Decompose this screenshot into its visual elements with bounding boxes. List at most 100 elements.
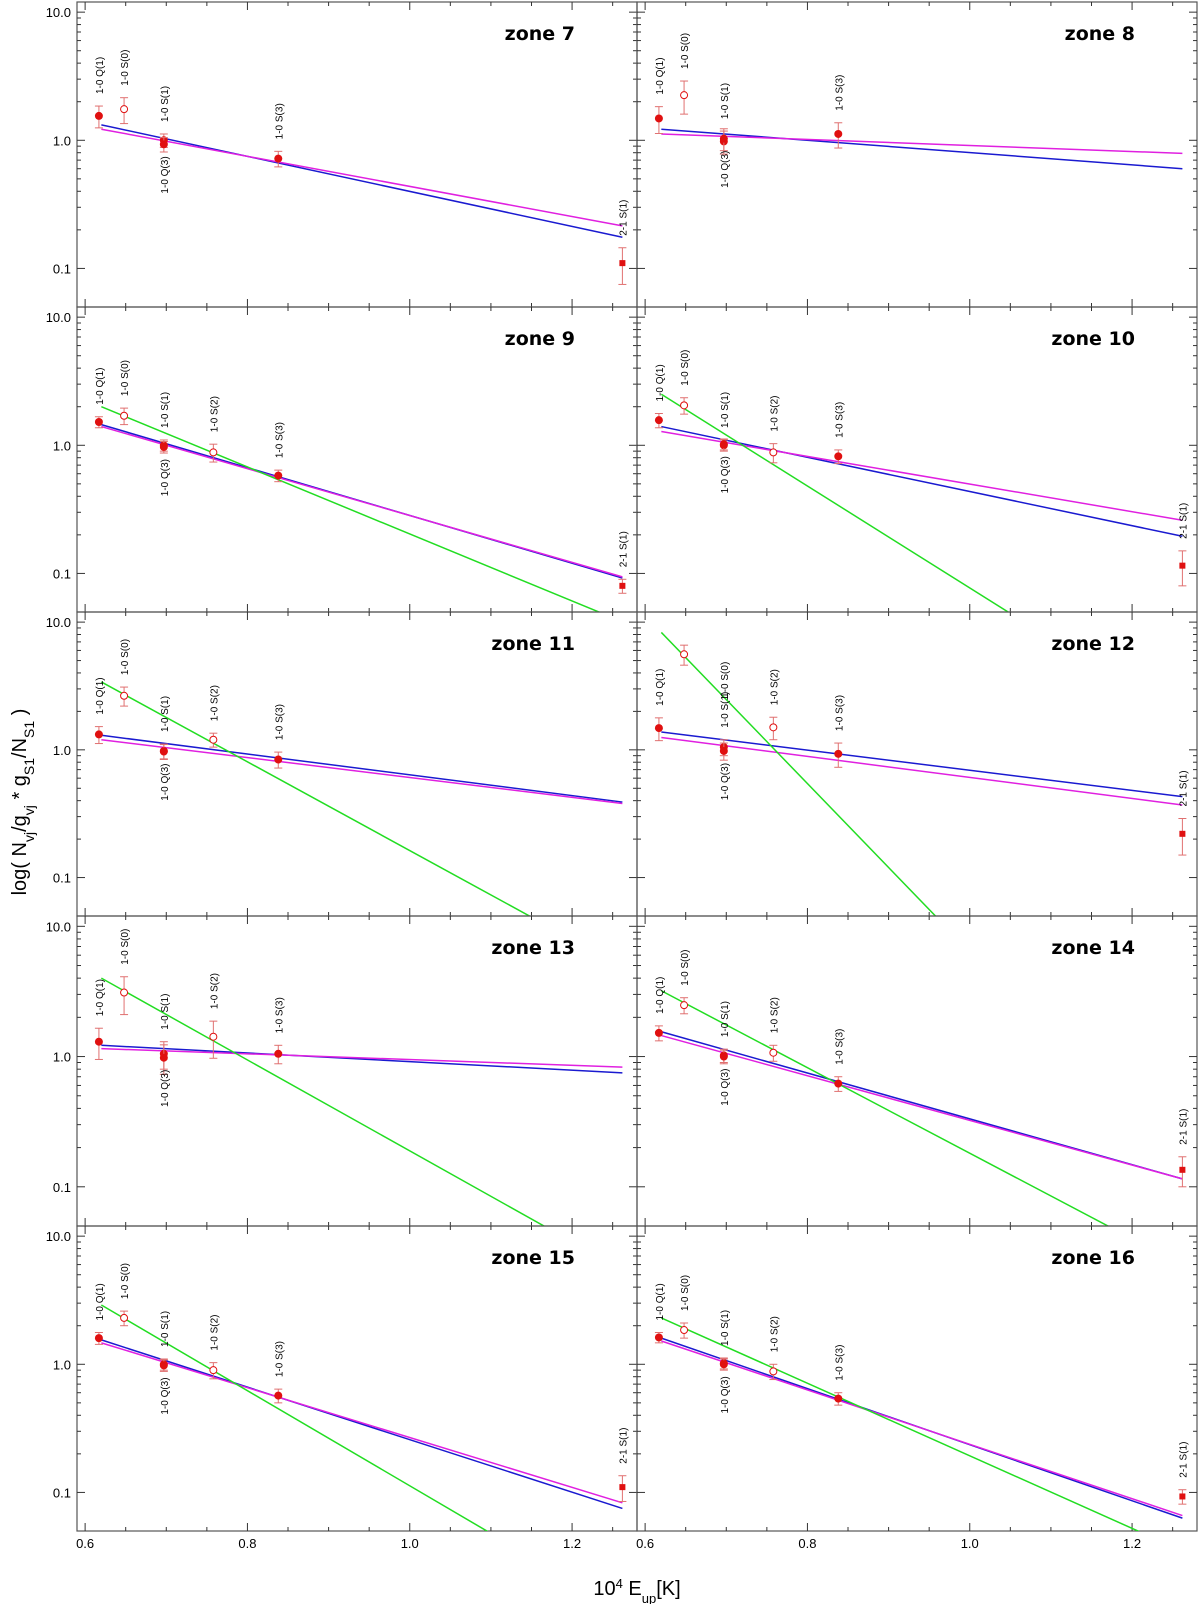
data-point-square (619, 260, 626, 267)
line-label: 1-0 S(3) (274, 422, 285, 458)
line-label: 1-0 Q(1) (655, 57, 666, 94)
panel-zone-15: 10.0 1.0 0.1 0.6 0.8 1.0 1.2 zone 15 1-0 Q(1) 1-0… (46, 1225, 638, 1551)
line-label: 1-0 S(2) (769, 1316, 780, 1352)
y-tick-label: 0.1 (53, 1180, 71, 1195)
data-point-filled (94, 1334, 103, 1343)
y-tick-label: 1.0 (53, 743, 71, 758)
fit-lines (100, 681, 623, 916)
fit-line-magenta (661, 1340, 1183, 1517)
line-label: 1-0 S(1) (720, 692, 731, 728)
line-label: 1-0 S(3) (834, 1345, 845, 1381)
data-point-filled (654, 1333, 663, 1342)
data-point-square (619, 582, 626, 589)
line-label: 1-0 Q(3) (720, 763, 731, 800)
data-point-filled (94, 730, 103, 739)
data-point-open (680, 91, 689, 100)
panel-frame (636, 1225, 1198, 1532)
data-point-filled (719, 134, 728, 143)
fit-lines (101, 406, 623, 612)
line-label: 1-0 Q(1) (95, 1283, 106, 1320)
data-point-filled (834, 452, 843, 461)
data-point-filled (274, 154, 283, 163)
line-label: 1-0 S(3) (834, 75, 845, 111)
data-point-filled (654, 416, 663, 425)
line-label: 1-0 S(0) (120, 360, 131, 396)
line-label: 1-0 Q(1) (655, 1283, 666, 1320)
data-point-open (209, 735, 218, 744)
data-point-open (769, 448, 778, 457)
x-tick-label: 0.8 (798, 1536, 816, 1551)
data-point-square (1179, 1493, 1186, 1500)
line-label: 1-0 S(3) (834, 402, 845, 438)
panel-zone-9: 10.0 1.0 0.1 zone 9 1-0 Q(1) 1-0 S(0) 1-0 S(1)… (46, 306, 638, 613)
x-tick-label: 1.2 (563, 1536, 581, 1551)
line-label: 1-0 S(3) (834, 1029, 845, 1065)
fit-line-magenta (661, 1034, 1183, 1180)
line-label: 1-0 Q(3) (720, 456, 731, 493)
fit-line-green (100, 1304, 489, 1531)
panel-title: zone 16 (1051, 1247, 1135, 1269)
y-tick-label: 1.0 (53, 438, 71, 453)
x-axis-title: 104 Eup[K] (593, 1576, 680, 1604)
y-tick-label: 10.0 (46, 1229, 71, 1244)
fit-line-magenta (101, 1342, 623, 1504)
y-tick-label: 1.0 (53, 133, 71, 148)
panel-zone-13: 10.0 1.0 0.1 zone 13 1-0 Q(1) 1-0 S(0) 1-0 S(1… (46, 915, 638, 1227)
data-point-open (120, 988, 129, 997)
data-point-open (769, 1367, 778, 1376)
y-tick-label: 0.1 (53, 1485, 71, 1500)
data-point-open (209, 448, 218, 457)
data-point-square (1179, 830, 1186, 837)
panel-zone-14: zone 14 1-0 Q(1) 1-0 S(0) 1-0 S(1) 1-0 Q(3) 1… (636, 915, 1198, 1227)
panel-zone-11: 10.0 1.0 0.1 zone 11 1-0 Q(1) 1-0 S(0) 1-0 S(1… (46, 611, 638, 917)
x-tick-label: 0.6 (636, 1536, 654, 1551)
line-label: 1-0 S(0) (680, 33, 691, 69)
fit-line-blue (661, 731, 1183, 798)
fit-line-blue (101, 734, 623, 803)
line-label: 1-0 S(1) (160, 1311, 171, 1347)
y-tick-label: 10.0 (46, 615, 71, 630)
y-tick-label: 10.0 (46, 310, 71, 325)
panel-title: zone 13 (491, 937, 575, 959)
line-label: 1-0 Q(1) (655, 364, 666, 401)
line-label: 1-0 S(0) (120, 639, 131, 675)
line-label: 1-0 S(3) (274, 997, 285, 1033)
y-tick-label: 10.0 (46, 5, 71, 20)
line-label: 1-0 S(0) (680, 1275, 691, 1311)
panel-zone-7: 10.0 1.0 0.1 zone 7 1-0 Q(1) 1-0 S(0) 1-0 S(1)… (46, 1, 638, 308)
fit-line-magenta (661, 133, 1183, 155)
panel-zone-10: zone 10 1-0 Q(1) 1-0 S(0) 1-0 S(1) 1-0 Q(3) 1… (636, 306, 1198, 613)
y-tick-label: 0.1 (53, 871, 71, 886)
fit-lines (660, 393, 1183, 612)
fit-line-magenta (101, 738, 623, 805)
data-point-filled (274, 1049, 283, 1058)
data-point-filled (654, 114, 663, 123)
data-point-filled (159, 1053, 168, 1062)
line-label: 1-0 Q(1) (95, 368, 106, 405)
line-label: 1-0 S(1) (160, 696, 171, 732)
line-label: 1-0 S(3) (274, 1341, 285, 1377)
fit-line-blue (101, 1339, 623, 1510)
fit-line-green (660, 631, 937, 916)
y-tick-label: 1.0 (53, 1357, 71, 1372)
data-point-open (769, 1048, 778, 1057)
fit-line-blue (101, 124, 623, 239)
line-label: 1-0 Q(3) (720, 1376, 731, 1413)
data-point-filled (274, 1391, 283, 1400)
data-point-filled (94, 111, 103, 120)
y-tick-label: 0.1 (53, 566, 71, 581)
fit-line-magenta (661, 430, 1183, 521)
data-point-filled (719, 1052, 728, 1061)
data-point-open (680, 650, 689, 659)
fit-line-blue (661, 128, 1183, 170)
line-label: 1-0 S(3) (834, 695, 845, 731)
line-label: 2-1 S(1) (1178, 770, 1189, 806)
line-label: 1-0 S(2) (209, 685, 220, 721)
fit-line-magenta (101, 425, 623, 578)
line-label: 1-0 Q(1) (95, 979, 106, 1016)
fit-line-green (660, 990, 1110, 1226)
data-point-square (619, 1484, 626, 1491)
y-tick-label: 10.0 (46, 919, 71, 934)
data-point-square (1179, 562, 1186, 569)
data-point-filled (654, 724, 663, 733)
